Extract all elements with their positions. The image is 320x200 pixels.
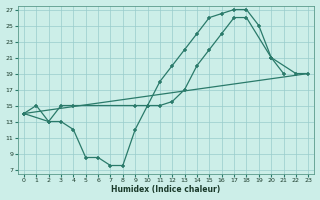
X-axis label: Humidex (Indice chaleur): Humidex (Indice chaleur) [111,185,221,194]
